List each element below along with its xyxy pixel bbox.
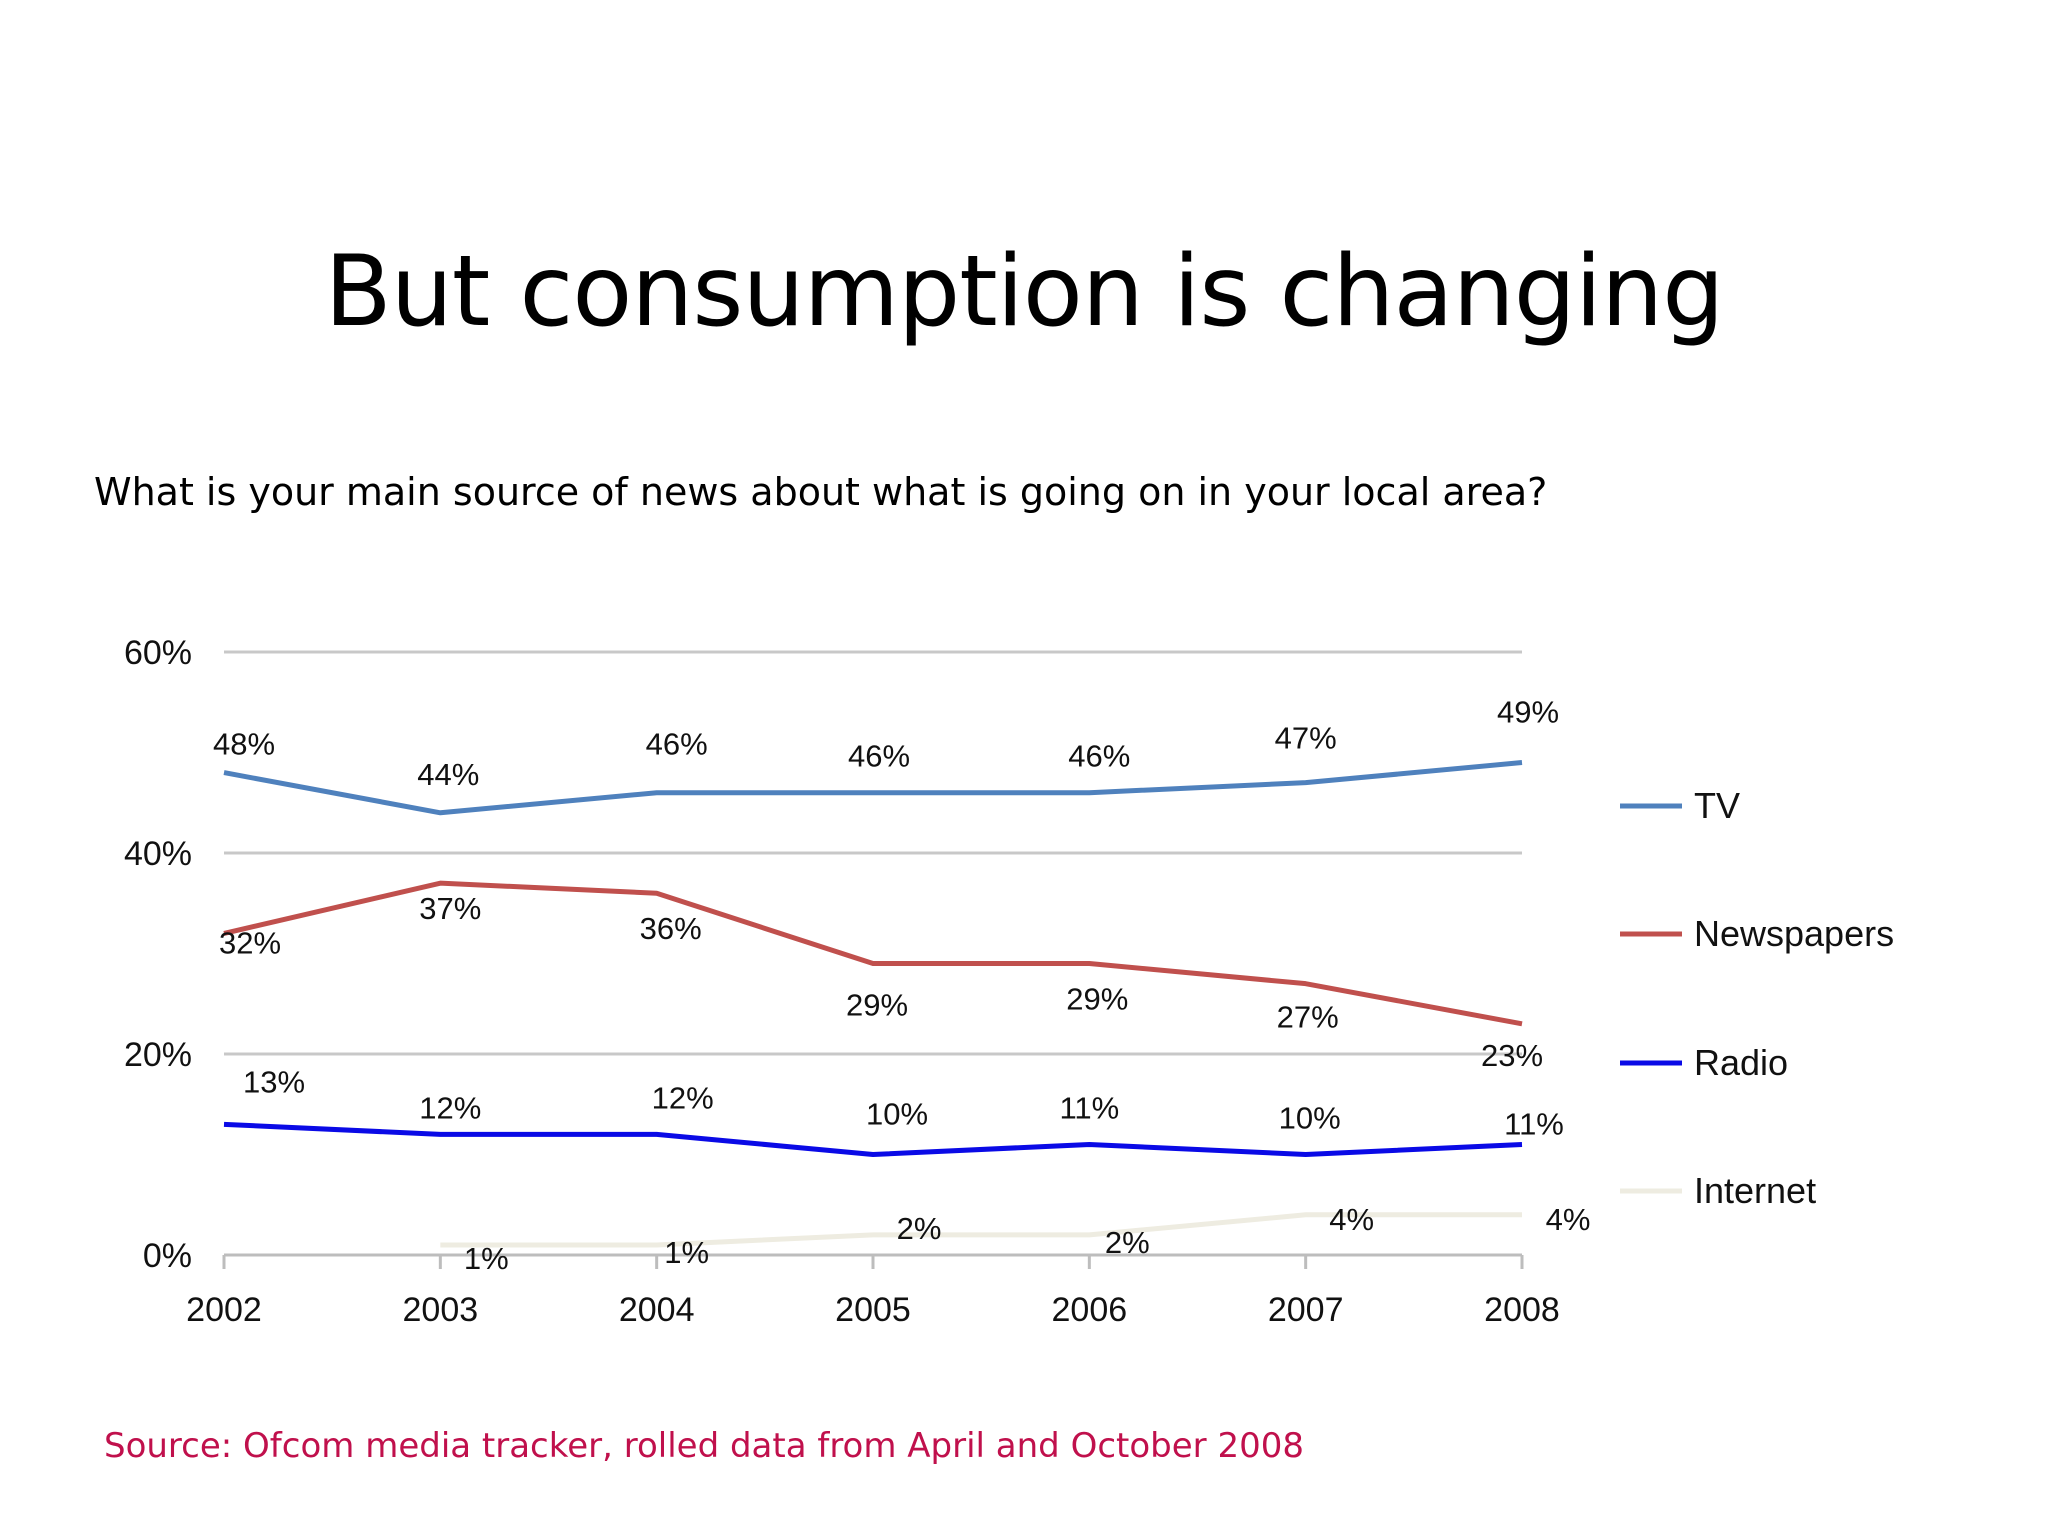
series-line-newspapers (223, 880, 1523, 1027)
y-tick-label: 20% (124, 1036, 192, 1074)
data-label: 47% (1275, 721, 1337, 756)
data-label: 49% (1497, 695, 1559, 730)
data-label: 10% (866, 1097, 928, 1132)
y-tick-label: 40% (124, 835, 192, 873)
source-note: Source: Ofcom media tracker, rolled data… (104, 1426, 1304, 1466)
data-label: 48% (213, 727, 275, 762)
data-label: 11% (1504, 1106, 1564, 1141)
x-tick-label: 2007 (1268, 1291, 1344, 1329)
slide-title: But consumption is changing (324, 235, 1725, 349)
x-tick-label: 2005 (835, 1291, 911, 1329)
data-label: 29% (846, 988, 908, 1023)
x-tick-label: 2004 (619, 1291, 695, 1329)
data-label: 2% (897, 1211, 942, 1246)
data-label: 29% (1066, 982, 1128, 1017)
y-tick-label: 60% (124, 634, 192, 672)
data-label: 11% (1059, 1090, 1119, 1125)
data-label: 4% (1329, 1202, 1374, 1237)
data-label: 23% (1481, 1038, 1543, 1073)
data-label: 10% (1279, 1101, 1341, 1136)
x-tick-label: 2006 (1052, 1291, 1128, 1329)
series-line-tv (223, 760, 1523, 816)
x-tick-label: 2003 (403, 1291, 479, 1329)
data-label: 37% (419, 891, 481, 926)
legend-label: TV (1694, 785, 1740, 826)
legend-label: Radio (1694, 1042, 1788, 1083)
series-line-internet (440, 1212, 1522, 1248)
legend-label: Internet (1694, 1170, 1816, 1211)
data-label: 12% (652, 1080, 714, 1115)
data-label: 13% (243, 1064, 305, 1099)
data-label: 44% (417, 757, 479, 792)
legend-label: Newspapers (1694, 913, 1894, 954)
data-label: 46% (646, 727, 708, 762)
data-label: 4% (1546, 1202, 1591, 1237)
data-label: 46% (1068, 739, 1130, 774)
data-label: 2% (1105, 1225, 1150, 1260)
data-label: 27% (1277, 1000, 1339, 1035)
series-line-radio (223, 1121, 1523, 1157)
data-label: 46% (848, 739, 910, 774)
x-tick-label: 2002 (186, 1291, 262, 1329)
data-label: 12% (419, 1090, 481, 1125)
data-label: 1% (664, 1235, 709, 1270)
data-label: 36% (640, 911, 702, 946)
data-label: 32% (219, 925, 281, 960)
y-tick-label: 0% (143, 1237, 192, 1275)
chart-question: What is your main source of news about w… (94, 470, 1548, 514)
x-tick-label: 2008 (1484, 1291, 1560, 1329)
data-label: 1% (464, 1241, 509, 1276)
